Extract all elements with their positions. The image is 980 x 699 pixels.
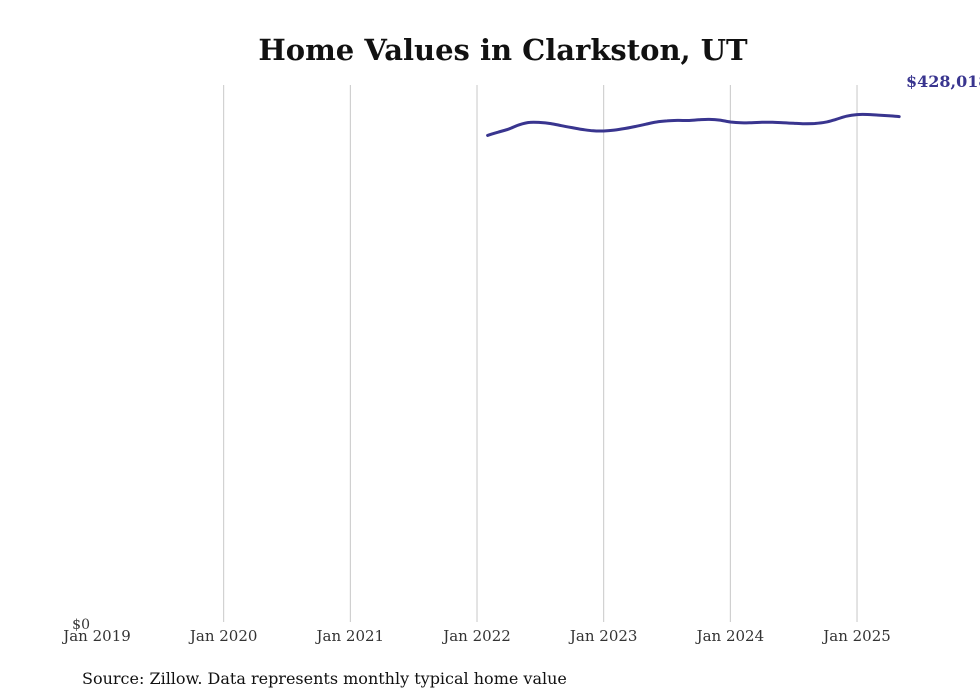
- x-tick-label: Jan 2025: [821, 627, 891, 645]
- y-axis-ticks: $0: [72, 617, 90, 633]
- source-note: Source: Zillow. Data represents monthly …: [82, 669, 567, 688]
- end-value-label: $428,018: [906, 72, 980, 91]
- x-axis-ticks: Jan 2019 Jan 2020 Jan 2021 Jan 2022 Jan 2023…: [61, 627, 891, 645]
- chart-title: Home Values in Clarkston, UT: [258, 33, 748, 67]
- x-tick-label: Jan 2023: [568, 627, 638, 645]
- x-tick-label: Jan 2022: [441, 627, 511, 645]
- gridlines: [223, 85, 858, 622]
- x-tick-label: Jan 2019: [61, 627, 131, 645]
- series-line-home-value: [486, 112, 901, 137]
- x-tick-label: Jan 2020: [188, 627, 258, 645]
- y-tick-label: $0: [72, 617, 90, 633]
- x-tick-label: Jan 2021: [315, 627, 385, 645]
- x-tick-label: Jan 2024: [695, 627, 765, 645]
